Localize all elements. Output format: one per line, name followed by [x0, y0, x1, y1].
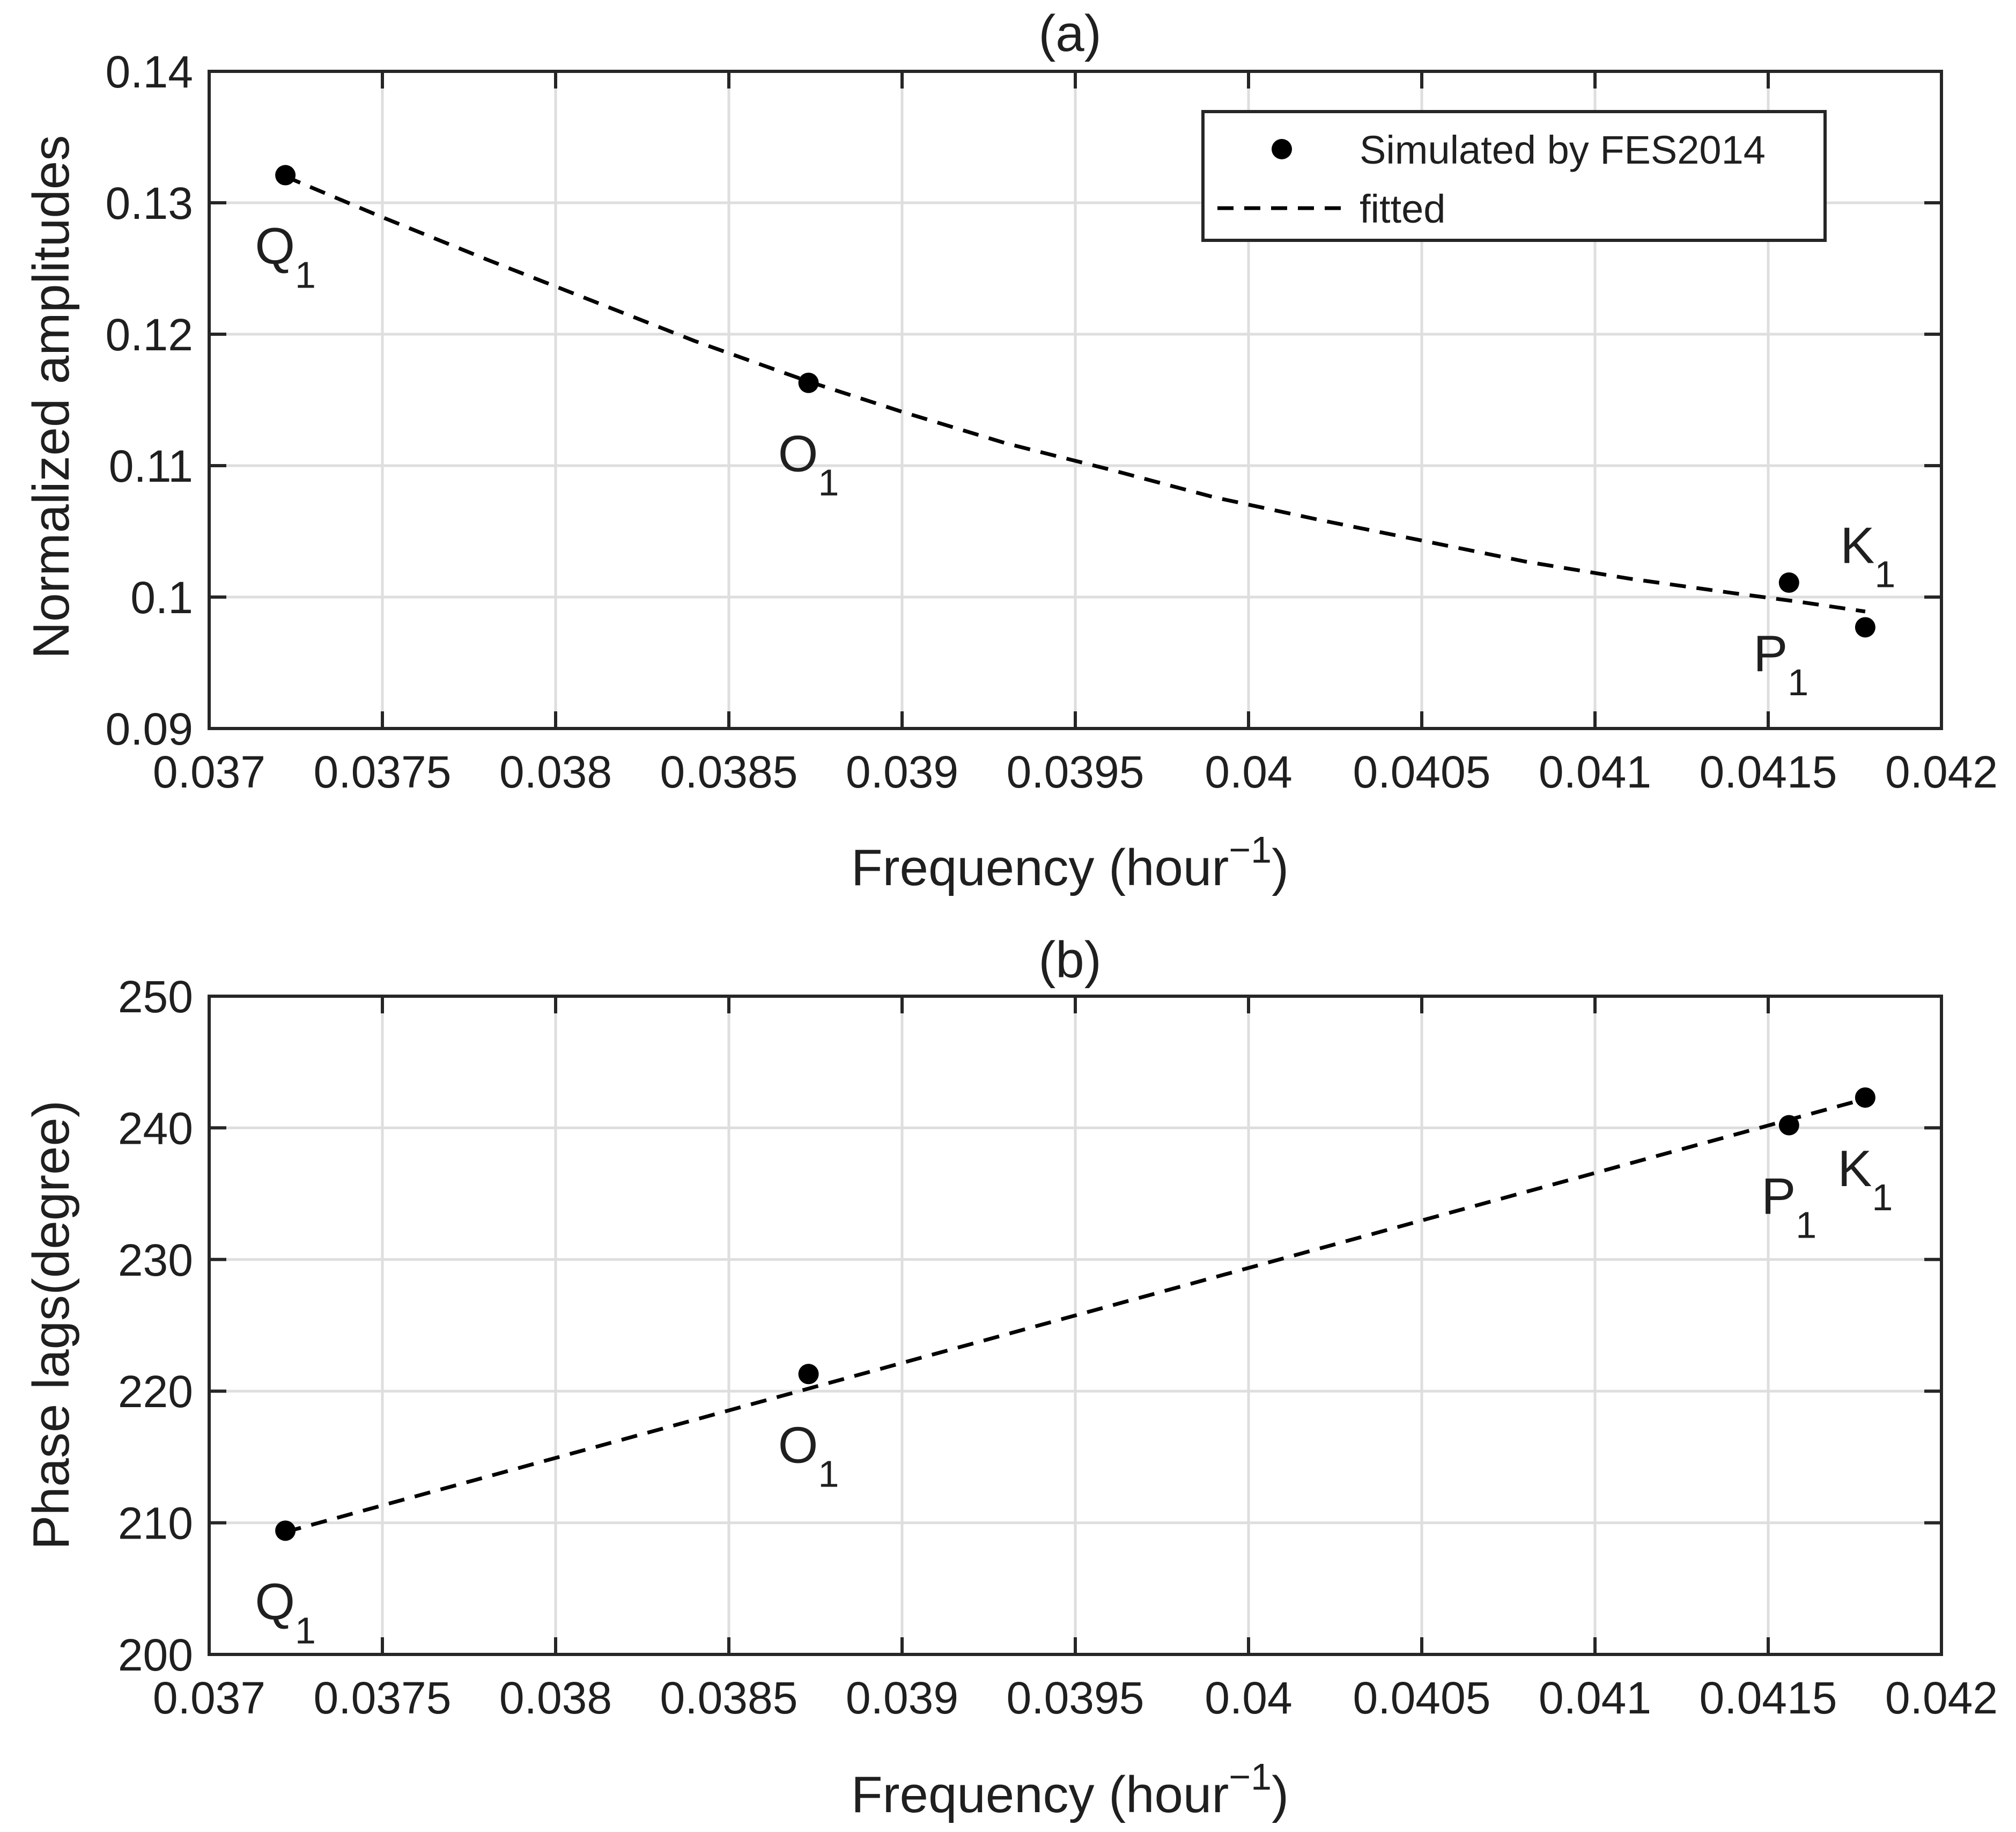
panel-a: 0.037 0.0375 0.038 0.0385 0.039 0.0395 0.04 0.0… — [23, 5, 1998, 896]
panel-a-x-tick-label: 0.0375 — [314, 747, 452, 797]
panel-a-point-o1 — [798, 372, 819, 393]
panel-a-xlabel-main: Frequency (hour — [851, 839, 1229, 896]
panel-a-y-tick-label: 0.1 — [130, 572, 193, 623]
panel-a-xlabel: Frequency (hour−1) — [851, 829, 1289, 896]
panel-b-y-tick-label: 240 — [118, 1103, 193, 1153]
legend-entry-simulated: Simulated by FES2014 — [1360, 128, 1766, 172]
panel-a-point-p1 — [1778, 572, 1799, 593]
panel-b-label-k1: K1 — [1837, 1140, 1893, 1218]
legend: Simulated by FES2014 fitted — [1201, 110, 1827, 242]
legend-entry-fitted: fitted — [1360, 187, 1445, 231]
panel-b-xlabel-close: ) — [1272, 1766, 1289, 1823]
panel-b-x-tick-label: 0.04 — [1205, 1673, 1293, 1723]
panel-a-ylabel: Normalized amplitudes — [23, 135, 80, 659]
panel-b-title: (b) — [1038, 931, 1101, 989]
panel-b-point-p1 — [1778, 1115, 1799, 1136]
panel-a-label-p1: P1 — [1753, 625, 1808, 703]
panel-b-x-tick-label: 0.039 — [846, 1673, 958, 1723]
panel-b-y-tick-label: 220 — [118, 1366, 193, 1417]
panel-a-y-tick-label: 0.14 — [106, 47, 194, 97]
panel-b-y-tick-label: 210 — [118, 1498, 193, 1549]
panel-b-y-tick-label: 230 — [118, 1235, 193, 1285]
panel-a-xlabel-close: ) — [1272, 839, 1289, 896]
panel-a-y-tick-label: 0.12 — [106, 310, 194, 360]
panel-b-y-tick-label: 250 — [118, 972, 193, 1022]
legend-marker-icon — [1272, 139, 1292, 159]
panel-b-label-o1: O1 — [778, 1416, 839, 1495]
panel-a-y-tick-label: 0.13 — [106, 178, 194, 229]
panel-b-y-tick-label: 200 — [118, 1630, 193, 1680]
panel-b-point-o1 — [798, 1364, 819, 1385]
panel-b-x-tick-label: 0.042 — [1885, 1673, 1998, 1723]
panel-b-x-tick-label: 0.0385 — [660, 1673, 798, 1723]
panel-a-x-tick-label: 0.037 — [153, 747, 265, 797]
panel-b-x-tick-label: 0.041 — [1539, 1673, 1651, 1723]
panel-b-plot-area: 0.037 0.0375 0.038 0.0385 0.039 0.0395 0.04 0.0… — [118, 972, 1998, 1723]
panel-a-x-tick-label: 0.042 — [1885, 747, 1998, 797]
panel-a-x-tick-label: 0.0415 — [1700, 747, 1837, 797]
panel-a-xlabel-sup: −1 — [1229, 829, 1272, 871]
panel-a-x-tick-label: 0.0385 — [660, 747, 798, 797]
panel-b-point-q1 — [275, 1520, 296, 1541]
panel-b-xlabel-sup: −1 — [1229, 1756, 1272, 1798]
panel-a-point-k1 — [1855, 617, 1875, 638]
panel-a-label-o1: O1 — [778, 425, 839, 504]
panel-a-x-tick-label: 0.0405 — [1353, 747, 1491, 797]
panel-b-ylabel: Phase lags(degree) — [23, 1100, 80, 1550]
panel-a-x-tick-label: 0.039 — [846, 747, 958, 797]
panel-b-x-tick-label: 0.0405 — [1353, 1673, 1491, 1723]
panel-b-fitted-line — [285, 1097, 1866, 1534]
panel-a-x-tick-label: 0.0395 — [1007, 747, 1144, 797]
panel-a-label-q1: Q1 — [255, 218, 316, 296]
panel-a-y-tick-label: 0.09 — [106, 704, 194, 754]
panel-b-x-tick-label: 0.0415 — [1700, 1673, 1837, 1723]
panel-a-y-tick-label: 0.11 — [109, 441, 193, 491]
panel-a-x-tick-label: 0.038 — [499, 747, 612, 797]
panel-b-x-tick-label: 0.0375 — [314, 1673, 452, 1723]
legend-box — [1201, 110, 1827, 242]
panel-a-point-q1 — [275, 165, 296, 186]
panel-b: 0.037 0.0375 0.038 0.0385 0.039 0.0395 0.04 0.0… — [23, 931, 1998, 1823]
panel-b-x-tick-label: 0.0395 — [1007, 1673, 1144, 1723]
panel-a-title: (a) — [1038, 5, 1101, 62]
panel-a-label-k1: K1 — [1840, 517, 1895, 595]
panel-b-xlabel: Frequency (hour−1) — [851, 1756, 1289, 1823]
panel-b-x-tick-label: 0.038 — [499, 1673, 612, 1723]
panel-a-x-tick-label: 0.04 — [1205, 747, 1293, 797]
panel-b-label-p1: P1 — [1761, 1167, 1816, 1246]
panel-b-xlabel-main: Frequency (hour — [851, 1766, 1229, 1823]
panel-b-x-tick-label: 0.037 — [153, 1673, 265, 1723]
panel-a-x-tick-label: 0.041 — [1539, 747, 1651, 797]
panel-b-point-k1 — [1855, 1087, 1875, 1108]
panel-b-label-q1: Q1 — [255, 1573, 316, 1651]
